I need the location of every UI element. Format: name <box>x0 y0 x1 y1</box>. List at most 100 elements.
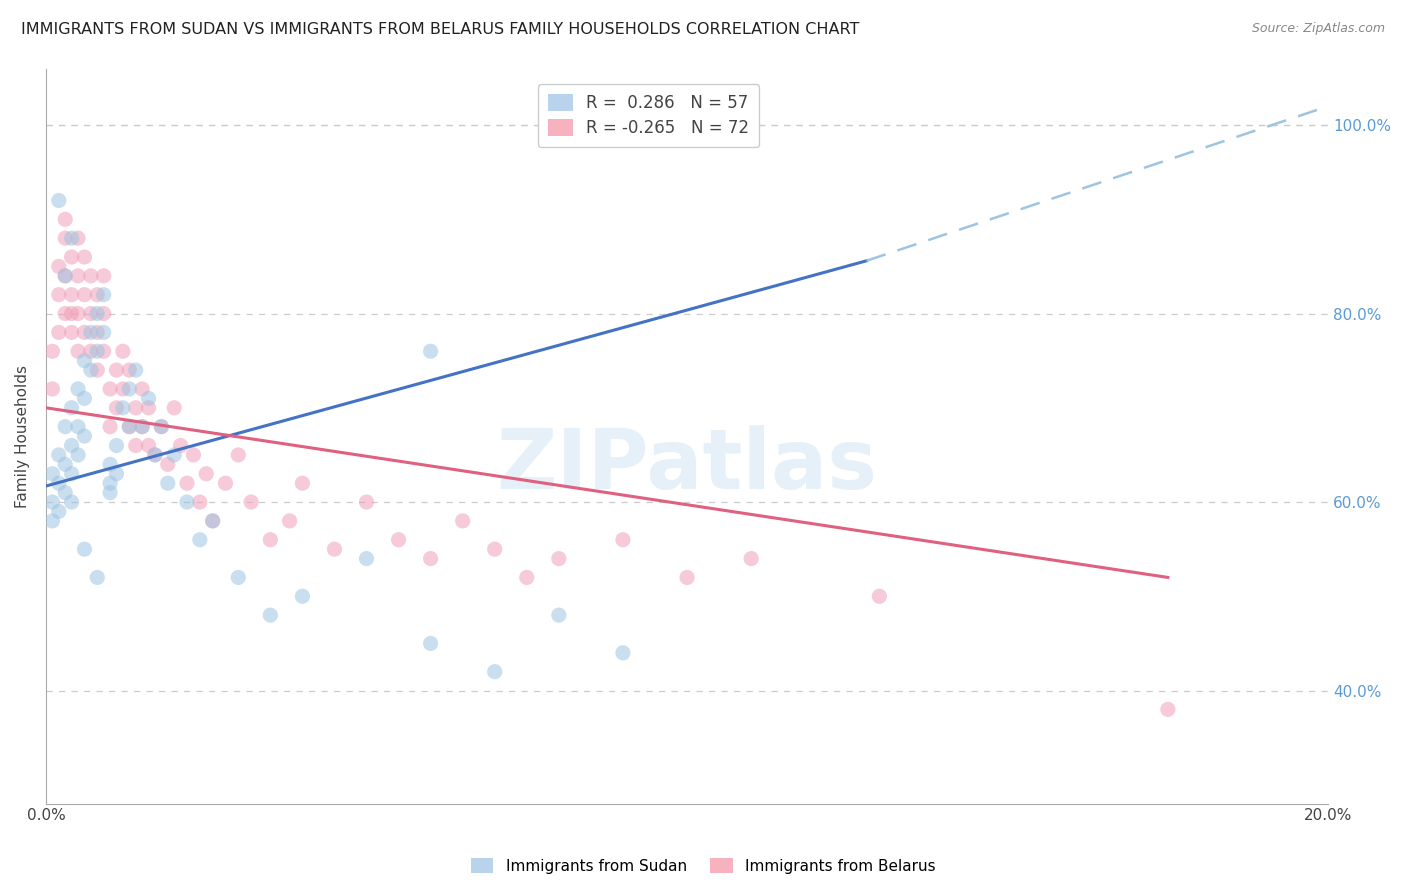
Point <box>66 448 89 462</box>
Point <box>547 608 569 623</box>
Point <box>676 570 699 584</box>
Legend: R =  0.286   N = 57, R = -0.265   N = 72: R = 0.286 N = 57, R = -0.265 N = 72 <box>538 84 759 147</box>
Point <box>612 533 634 547</box>
Point <box>41 514 63 528</box>
Point <box>53 458 76 472</box>
Point <box>868 589 890 603</box>
Point <box>226 570 249 584</box>
Point <box>740 551 762 566</box>
Point <box>419 636 441 650</box>
Point <box>163 448 186 462</box>
Point <box>1157 702 1180 716</box>
Point <box>60 326 83 340</box>
Point <box>278 514 301 528</box>
Point <box>111 344 134 359</box>
Point <box>169 438 191 452</box>
Point <box>105 401 128 415</box>
Point <box>125 438 148 452</box>
Point <box>73 326 96 340</box>
Point <box>53 268 76 283</box>
Point <box>48 448 70 462</box>
Point <box>176 476 198 491</box>
Point <box>176 495 198 509</box>
Point <box>66 268 89 283</box>
Point <box>48 194 70 208</box>
Point <box>73 392 96 406</box>
Point <box>86 344 108 359</box>
Point <box>156 458 179 472</box>
Point <box>105 438 128 452</box>
Point <box>53 231 76 245</box>
Point <box>259 608 281 623</box>
Point <box>188 533 211 547</box>
Point <box>60 438 83 452</box>
Point <box>98 382 121 396</box>
Point <box>118 419 141 434</box>
Point <box>484 542 506 557</box>
Point <box>118 363 141 377</box>
Point <box>547 551 569 566</box>
Point <box>53 268 76 283</box>
Point <box>451 514 474 528</box>
Point <box>48 504 70 518</box>
Point <box>226 448 249 462</box>
Point <box>201 514 224 528</box>
Point <box>48 326 70 340</box>
Point <box>259 533 281 547</box>
Point <box>195 467 218 481</box>
Point <box>356 495 378 509</box>
Point <box>86 287 108 301</box>
Point <box>60 250 83 264</box>
Point <box>93 326 115 340</box>
Point <box>48 287 70 301</box>
Point <box>48 260 70 274</box>
Point <box>156 476 179 491</box>
Point <box>105 467 128 481</box>
Point <box>105 363 128 377</box>
Point <box>143 448 166 462</box>
Point <box>111 382 134 396</box>
Point <box>60 467 83 481</box>
Point <box>41 467 63 481</box>
Point <box>138 438 160 452</box>
Point <box>66 307 89 321</box>
Point <box>60 401 83 415</box>
Point <box>48 476 70 491</box>
Point <box>66 344 89 359</box>
Point <box>118 382 141 396</box>
Point <box>98 458 121 472</box>
Point <box>80 307 103 321</box>
Point <box>53 307 76 321</box>
Point <box>291 476 314 491</box>
Point <box>214 476 236 491</box>
Point <box>484 665 506 679</box>
Text: IMMIGRANTS FROM SUDAN VS IMMIGRANTS FROM BELARUS FAMILY HOUSEHOLDS CORRELATION C: IMMIGRANTS FROM SUDAN VS IMMIGRANTS FROM… <box>21 22 859 37</box>
Point <box>60 307 83 321</box>
Y-axis label: Family Households: Family Households <box>15 365 30 508</box>
Point <box>387 533 409 547</box>
Point <box>612 646 634 660</box>
Point <box>291 589 314 603</box>
Point <box>73 353 96 368</box>
Text: ZIPatlas: ZIPatlas <box>496 425 877 506</box>
Point <box>60 287 83 301</box>
Point <box>143 448 166 462</box>
Point <box>93 344 115 359</box>
Point <box>125 401 148 415</box>
Point <box>131 419 153 434</box>
Point <box>53 419 76 434</box>
Point <box>150 419 173 434</box>
Point <box>131 419 153 434</box>
Point <box>73 429 96 443</box>
Point <box>118 419 141 434</box>
Point <box>240 495 263 509</box>
Point <box>66 382 89 396</box>
Point <box>41 382 63 396</box>
Point <box>138 392 160 406</box>
Point <box>188 495 211 509</box>
Point <box>80 268 103 283</box>
Point <box>86 570 108 584</box>
Point <box>86 307 108 321</box>
Point <box>60 495 83 509</box>
Point <box>41 344 63 359</box>
